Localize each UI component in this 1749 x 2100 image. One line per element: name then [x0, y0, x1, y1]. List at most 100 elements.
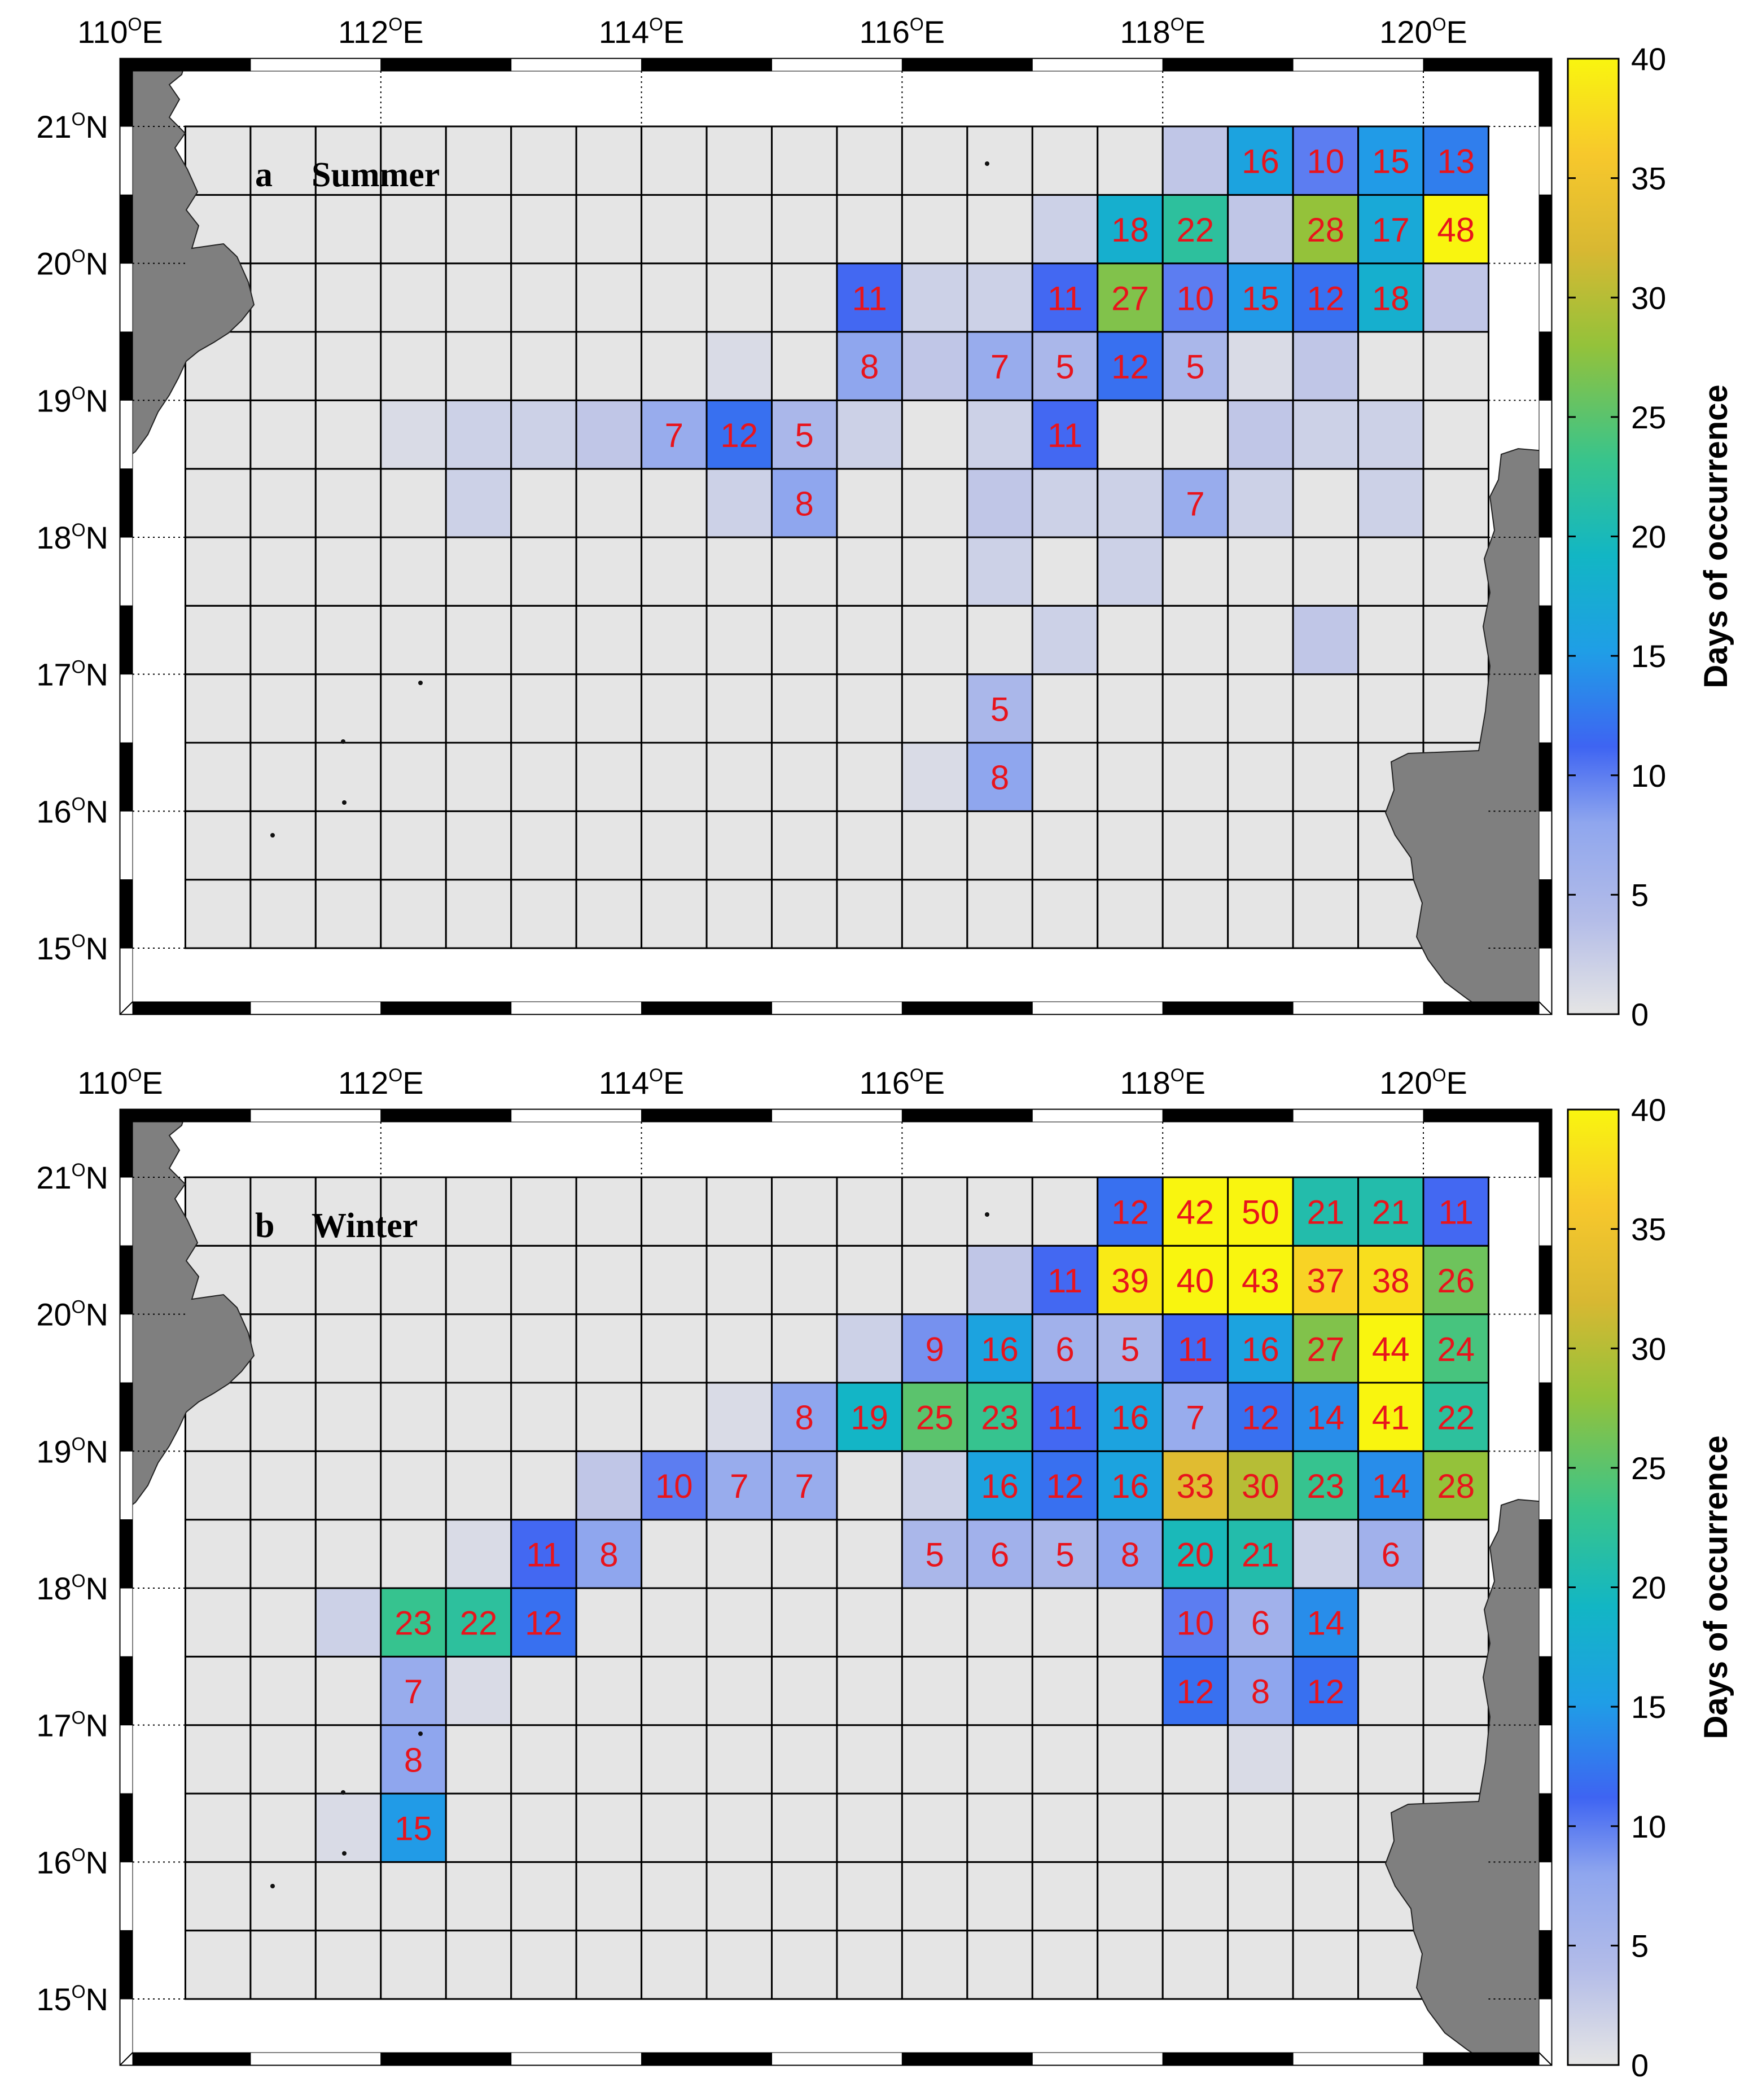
grid-cell [1422, 604, 1489, 676]
grid-cell [966, 1176, 1033, 1247]
grid-cell [249, 1519, 317, 1589]
grid-cell [1161, 1724, 1229, 1795]
grid-cell [1357, 879, 1424, 949]
grid-cell [184, 1861, 252, 1932]
grid-cell [1031, 1655, 1099, 1726]
grid-cell [641, 879, 708, 949]
grid-cell [249, 1930, 317, 2000]
grid-cell [966, 125, 1033, 196]
grid-cell [184, 1176, 252, 1247]
frame-band-right [1538, 1382, 1552, 1452]
grid-cell [510, 194, 577, 265]
grid-cell [705, 125, 773, 196]
grid-cell [380, 673, 447, 744]
frame-band-bottom [641, 1001, 772, 1015]
frame-band-left [120, 1314, 133, 1383]
grid-cell [836, 1176, 903, 1247]
grid-cell [1357, 673, 1424, 744]
frame-band-right [1538, 1725, 1552, 1794]
frame-band-left [120, 1793, 133, 1862]
frame-corner [120, 58, 133, 72]
cell-value-label: 26 [1437, 1262, 1475, 1300]
land-east-coast [1384, 1498, 1552, 2066]
grid-cell [1161, 810, 1229, 881]
grid-cell [901, 1244, 968, 1316]
grid-cell [1227, 468, 1294, 538]
cell-value-label: 33 [1177, 1467, 1215, 1505]
grid-cell [314, 399, 382, 470]
grid-cell [641, 1176, 708, 1247]
grid-cell [1031, 742, 1099, 812]
cell-value-label: 8 [795, 485, 814, 523]
grid-cell [901, 1655, 968, 1726]
grid-cell [836, 1313, 903, 1384]
grid-cell [249, 1861, 317, 1932]
grid-cell [184, 1792, 252, 1863]
frame-band-top [772, 1109, 902, 1123]
frame-band-right [1538, 468, 1552, 538]
lon-tick-label: 114OE [599, 1065, 685, 1101]
grid-cell [901, 536, 968, 607]
grid-cell [510, 673, 577, 744]
grid-cell [1292, 1587, 1360, 1658]
grid-cell [771, 1861, 838, 1932]
cell-value-label: 41 [1372, 1399, 1410, 1437]
grid-cell [1161, 1450, 1229, 1521]
grid-cell [314, 1382, 382, 1452]
grid-cell [1031, 399, 1099, 470]
grid-cell [445, 1724, 512, 1795]
grid-cell [510, 879, 577, 949]
grid-cell [510, 1519, 577, 1589]
grid-cell [641, 810, 708, 881]
grid-cell [1422, 536, 1489, 607]
grid-cell [1422, 262, 1489, 333]
cell-value-label: 28 [1307, 211, 1344, 249]
grid-cell [966, 1655, 1033, 1726]
grid-cell [1292, 1724, 1360, 1795]
grid-cell [1097, 1724, 1164, 1795]
cell-value-label: 12 [1242, 1399, 1279, 1437]
cell-value-label: 40 [1177, 1262, 1215, 1300]
grid-cell [575, 742, 643, 812]
grid-cell [966, 1313, 1033, 1384]
lat-tick-label: 17ON [36, 1708, 108, 1743]
grid-cell [1422, 1382, 1489, 1452]
cell-value-label: 39 [1111, 1262, 1149, 1300]
grid-cell [314, 1244, 382, 1316]
frame-band-bottom [1423, 2052, 1552, 2066]
cell-value-label: 11 [1178, 1330, 1213, 1368]
grid-cell [1031, 1792, 1099, 1863]
grid-cell [184, 1450, 252, 1521]
frame-band-bottom [1032, 2052, 1163, 2066]
colorbar-tick-label: 15 [1631, 1689, 1666, 1725]
grid-cell [314, 1587, 382, 1658]
lon-tick-label: 116OE [860, 1065, 945, 1101]
cell-value-label: 16 [1242, 143, 1279, 181]
frame-band-left [120, 1519, 133, 1589]
grid-cell [575, 1382, 643, 1452]
grid-cell [249, 125, 317, 196]
frame-band-right [1538, 126, 1552, 195]
cell-value-label: 12 [1111, 348, 1149, 386]
cell-value-label: 8 [599, 1536, 618, 1573]
island-dot [341, 1790, 345, 1795]
frame-band-top [641, 1109, 772, 1123]
frame-band-left [120, 879, 133, 949]
cell-value-label: 14 [1307, 1399, 1344, 1437]
grid-cell [575, 1655, 643, 1726]
grid-cell [966, 604, 1033, 676]
grid-cell [1422, 125, 1489, 196]
grid-cell [249, 742, 317, 812]
grid-cell [771, 1313, 838, 1384]
grid-cell [1031, 468, 1099, 538]
grid-cell [836, 742, 903, 812]
cell-value-label: 37 [1307, 1262, 1344, 1300]
frame-band-bottom [1162, 1001, 1294, 1015]
grid-cell [1422, 1724, 1489, 1795]
panel-tag: a Summer [255, 156, 440, 194]
grid-cell [314, 742, 382, 812]
grid-cell [1292, 125, 1360, 196]
frame-band-left [120, 1656, 133, 1726]
grid-cell [575, 604, 643, 676]
island-dot [985, 1212, 989, 1217]
